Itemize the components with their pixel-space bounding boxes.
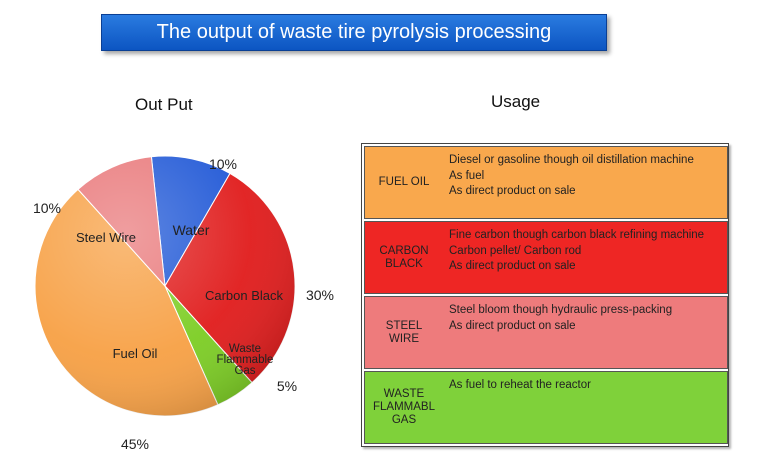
- usage-row: FUEL OIL Diesel or gasoline though oil di…: [364, 146, 728, 219]
- usage-line: Steel bloom though hydraulic press-packi…: [449, 304, 673, 316]
- usage-row: CARBON BLACK Fine carbon though carbon bl…: [364, 221, 728, 294]
- usage-line: As direct product on sale: [449, 319, 576, 332]
- banner-title: The output of waste tire pyrolysis proce…: [101, 14, 607, 51]
- usage-title: Usage: [491, 92, 541, 111]
- usage-line: Diesel or gasoline though oil distillati…: [449, 154, 694, 166]
- usage-line: As direct product on sale: [449, 260, 576, 272]
- pie-label-carbon-black: Carbon Black: [205, 288, 284, 303]
- usage-row-description: Steel bloom though hydraulic press-packi…: [449, 303, 723, 334]
- pie-label-waste-flammable-gas: Waste Flammable Gas: [217, 343, 274, 377]
- usage-row-description: Diesel or gasoline though oil distillati…: [449, 153, 723, 200]
- usage-row-label: CARBON BLACK: [379, 244, 429, 270]
- pie-percent-waste-flammable-gas: 5%: [277, 378, 297, 394]
- usage-line: Carbon pellet/ Carbon rod: [449, 244, 582, 257]
- pie-percent-fuel-oil: 45%: [121, 436, 149, 452]
- usage-line: As fuel: [449, 169, 485, 182]
- usage-row: WASTE FLAMMABL GAS As fuel to reheat the …: [364, 371, 728, 444]
- usage-row-description: Fine carbon though carbon black refining…: [449, 228, 723, 275]
- output-title: Out Put: [135, 95, 193, 114]
- pie-percent-water: 10%: [209, 156, 237, 172]
- usage-table: FUEL OIL Diesel or gasoline though oil di…: [361, 143, 729, 447]
- usage-row-label: STEEL WIRE: [385, 319, 423, 345]
- usage-row-label: FUEL OIL: [378, 176, 430, 188]
- pie-label-water: Water: [173, 222, 210, 238]
- usage-row: STEEL WIRE Steel bloom though hydraulic p…: [364, 296, 728, 369]
- usage-line: As fuel to reheat the reactor: [449, 379, 591, 391]
- pie-label-steel-wire: Steel Wire: [76, 230, 136, 245]
- pie-label-fuel-oil: Fuel Oil: [113, 346, 158, 361]
- usage-row-label: WASTE FLAMMABL GAS: [373, 388, 435, 426]
- usage-row-description: As fuel to reheat the reactor: [449, 378, 723, 394]
- usage-line: As direct product on sale: [449, 185, 576, 197]
- usage-line: Fine carbon though carbon black refining…: [449, 229, 705, 241]
- pie-percent-steel-wire: 10%: [33, 200, 61, 216]
- pie-percent-carbon-black: 30%: [306, 287, 334, 303]
